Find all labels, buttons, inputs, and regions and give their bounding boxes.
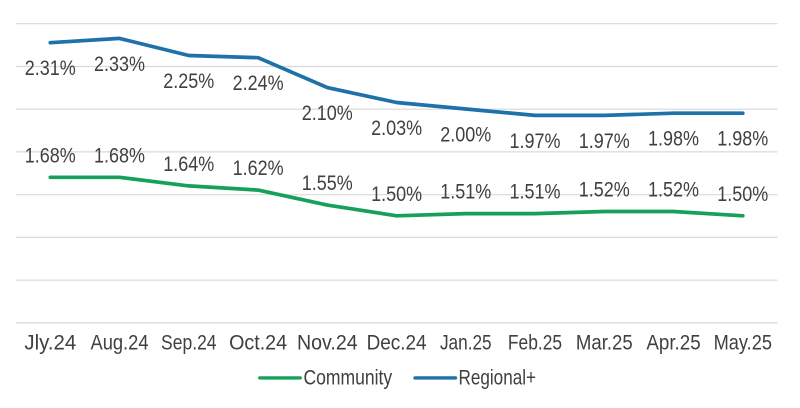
svg-text:1.68%: 1.68% bbox=[25, 144, 76, 167]
svg-text:1.68%: 1.68% bbox=[94, 144, 145, 167]
svg-text:Dec.24: Dec.24 bbox=[367, 332, 427, 355]
svg-text:Jly.24: Jly.24 bbox=[24, 332, 76, 355]
svg-text:1.55%: 1.55% bbox=[302, 172, 353, 195]
svg-text:Sep.24: Sep.24 bbox=[161, 332, 217, 355]
svg-text:2.25%: 2.25% bbox=[163, 70, 214, 93]
svg-text:Mar.25: Mar.25 bbox=[576, 332, 633, 355]
svg-text:1.98%: 1.98% bbox=[717, 128, 768, 151]
svg-text:Community: Community bbox=[304, 367, 393, 390]
svg-text:1.51%: 1.51% bbox=[510, 181, 561, 204]
svg-text:2.24%: 2.24% bbox=[233, 72, 284, 95]
svg-text:1.51%: 1.51% bbox=[440, 181, 491, 204]
svg-text:1.50%: 1.50% bbox=[371, 183, 422, 206]
svg-text:Apr.25: Apr.25 bbox=[646, 332, 700, 355]
svg-text:Regional+: Regional+ bbox=[459, 367, 537, 390]
svg-text:1.52%: 1.52% bbox=[648, 179, 699, 202]
svg-text:2.10%: 2.10% bbox=[302, 102, 353, 125]
svg-text:May.25: May.25 bbox=[714, 332, 772, 355]
svg-text:Aug.24: Aug.24 bbox=[91, 332, 149, 355]
svg-text:Feb.25: Feb.25 bbox=[508, 332, 562, 355]
svg-text:1.97%: 1.97% bbox=[510, 130, 561, 153]
svg-text:2.31%: 2.31% bbox=[25, 57, 76, 80]
svg-text:Jan.25: Jan.25 bbox=[440, 332, 492, 355]
svg-text:2.03%: 2.03% bbox=[371, 117, 422, 140]
svg-text:Oct.24: Oct.24 bbox=[229, 332, 287, 355]
svg-text:1.62%: 1.62% bbox=[233, 157, 284, 180]
svg-text:1.50%: 1.50% bbox=[717, 183, 768, 206]
svg-text:2.33%: 2.33% bbox=[94, 53, 145, 76]
svg-text:2.00%: 2.00% bbox=[440, 124, 491, 147]
svg-text:Nov.24: Nov.24 bbox=[297, 332, 358, 355]
svg-text:1.97%: 1.97% bbox=[579, 130, 630, 153]
svg-text:1.98%: 1.98% bbox=[648, 128, 699, 151]
svg-text:1.64%: 1.64% bbox=[163, 153, 214, 176]
svg-text:1.52%: 1.52% bbox=[579, 179, 630, 202]
